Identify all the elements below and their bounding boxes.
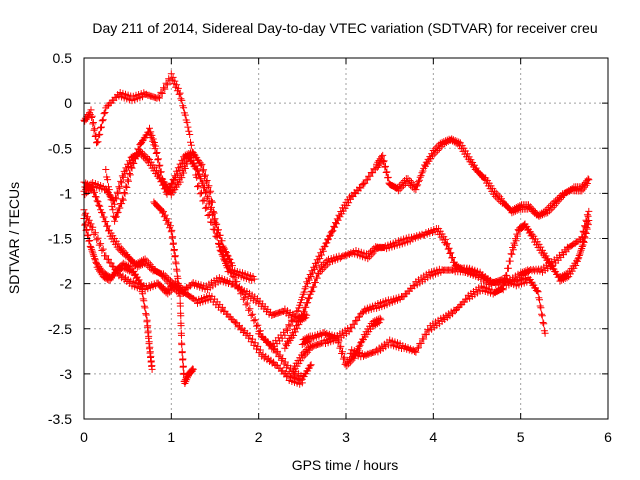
series-arc-6: [102, 124, 236, 270]
y-tick-label: 0.5: [53, 50, 73, 66]
x-tick-label: 2: [255, 429, 263, 445]
series-arc-8: [255, 135, 593, 353]
data-point-markers: [346, 217, 593, 361]
series-arc-7: [150, 198, 197, 387]
series-arc-12: [346, 217, 593, 361]
y-tick-label: -0.5: [48, 140, 72, 156]
series-arc-11: [298, 314, 385, 370]
chart-title: Day 211 of 2014, Sidereal Day-to-day VTE…: [92, 20, 597, 36]
x-tick-label: 3: [342, 429, 350, 445]
x-tick-label: 5: [517, 429, 525, 445]
data-point-markers: [255, 135, 593, 353]
data-point-markers: [102, 124, 236, 270]
data-point-markers: [150, 198, 197, 387]
y-tick-label: -2.5: [48, 321, 72, 337]
data-point-markers: [290, 207, 593, 375]
y-tick-label: -2: [60, 276, 73, 292]
x-tick-label: 1: [167, 429, 175, 445]
x-tick-label: 4: [429, 429, 437, 445]
data-series: [80, 70, 593, 388]
x-tick-label: 6: [604, 429, 612, 445]
series-arc-10: [290, 207, 593, 375]
y-axis-label: SDTVAR / TECUs: [6, 182, 22, 294]
y-tick-label: -1.5: [48, 231, 72, 247]
y-tick-label: 0: [64, 95, 72, 111]
y-tick-label: -3.5: [48, 411, 72, 427]
data-point-markers: [298, 314, 385, 370]
data-point-markers: [281, 225, 549, 352]
axis-ticks: 0 1 2 3 4 5 6 0.5 0 -0.5 -1 -1.5 -2 -2.5 -3 -3.5: [48, 50, 612, 445]
y-tick-label: -3: [60, 366, 73, 382]
series-arc-9: [281, 225, 549, 352]
x-tick-label: 0: [80, 429, 88, 445]
x-axis-label: GPS time / hours: [292, 457, 399, 473]
y-tick-label: -1: [60, 185, 73, 201]
